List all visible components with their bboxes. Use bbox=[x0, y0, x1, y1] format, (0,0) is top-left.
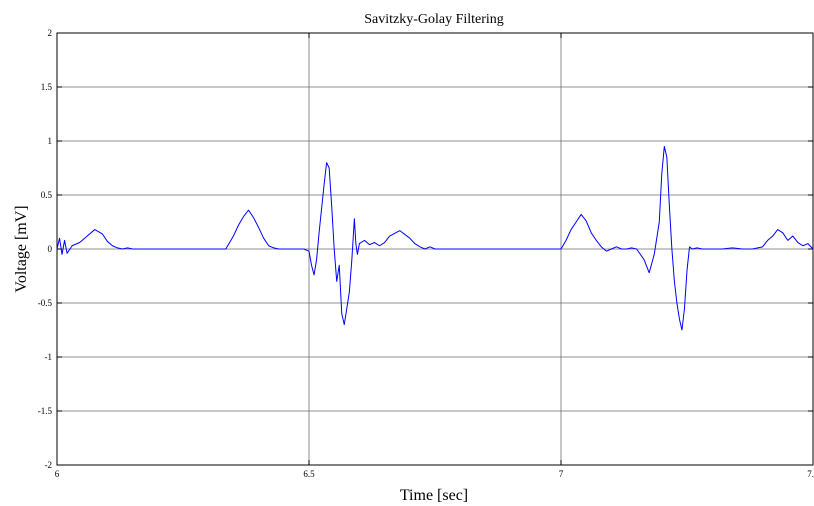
y-tick-label: -1 bbox=[45, 352, 53, 362]
x-tick-label: 6 bbox=[55, 469, 60, 479]
y-tick-label: 0.5 bbox=[41, 190, 53, 200]
x-axis-label: Time [sec] bbox=[400, 487, 468, 504]
y-axis-label: Voltage [mV] bbox=[13, 205, 30, 292]
series-line bbox=[56, 145, 814, 331]
y-ticks: 2 1.5 1 0.5 0 -0.5 -1 -1.5 -2 bbox=[38, 28, 813, 470]
y-tick-label: -2 bbox=[45, 460, 53, 470]
x-ticks: 6 6.5 7 7. bbox=[55, 33, 814, 479]
chart-title: Savitzky-Golay Filtering bbox=[364, 12, 504, 27]
y-tick-label: 0 bbox=[48, 244, 53, 254]
x-tick-label: 7. bbox=[807, 469, 814, 479]
y-tick-label: 1.5 bbox=[41, 82, 53, 92]
y-tick-label: -1.5 bbox=[38, 406, 53, 416]
y-tick-label: 1 bbox=[48, 136, 53, 146]
x-tick-label: 6.5 bbox=[303, 469, 315, 479]
y-tick-label: -0.5 bbox=[38, 298, 53, 308]
y-tick-label: 2 bbox=[48, 28, 53, 38]
x-tick-label: 7 bbox=[559, 469, 564, 479]
